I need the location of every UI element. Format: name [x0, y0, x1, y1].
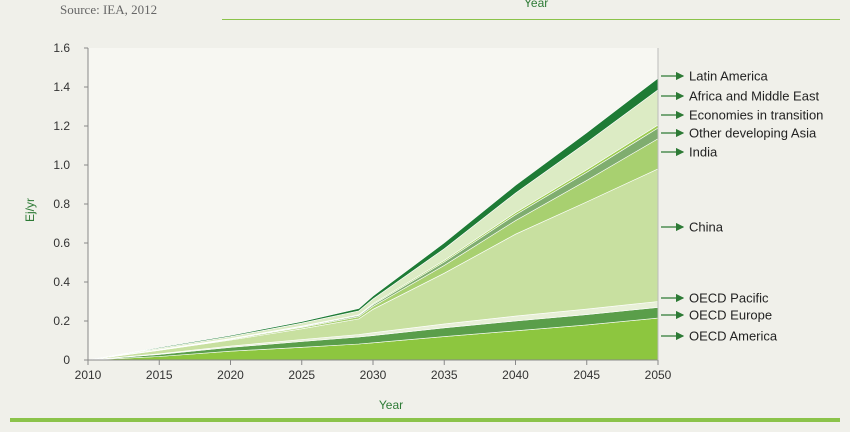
legend-label: Economies in transition: [689, 108, 823, 123]
x-tick-label: 2045: [573, 368, 600, 382]
x-tick-label: 2035: [431, 368, 458, 382]
legend-label: OECD Europe: [689, 308, 772, 323]
x-tick-label: 2030: [360, 368, 387, 382]
x-tick-label: 2010: [75, 368, 102, 382]
top-divider: [222, 19, 840, 20]
legend-label: Other developing Asia: [689, 126, 817, 141]
chart-axes: 0 0.2 0.4 0.6 0.8 1.0 1.2 1.4 1.6 2010 2015 2020 202…: [53, 41, 671, 382]
top-axis-label: Year: [524, 0, 549, 10]
y-tick-label: 1.2: [53, 119, 70, 133]
y-tick-label: 0.6: [53, 236, 70, 250]
source-note: Source: IEA, 2012: [60, 2, 158, 17]
y-tick-label: 1.6: [53, 41, 70, 55]
x-tick-label: 2015: [146, 368, 173, 382]
x-tick-label: 2050: [645, 368, 672, 382]
x-tick-label: 2020: [217, 368, 244, 382]
legend-label: OECD Pacific: [689, 291, 769, 306]
y-axis-label: Ej/yr: [23, 198, 37, 222]
y-tick-label: 0: [63, 353, 70, 367]
legend-label: India: [689, 145, 718, 160]
y-tick-label: 0.2: [53, 314, 70, 328]
y-tick-label: 1.0: [53, 158, 70, 172]
legend-label: Africa and Middle East: [689, 89, 819, 104]
bottom-divider: [10, 418, 840, 422]
y-tick-label: 1.4: [53, 80, 70, 94]
legend-label: Latin America: [689, 69, 769, 84]
legend-label: China: [689, 220, 724, 235]
x-tick-label: 2040: [502, 368, 529, 382]
chart-legend: Latin America Africa and Middle East Econo…: [661, 69, 823, 344]
x-axis-label: Year: [379, 398, 403, 412]
y-tick-label: 0.4: [53, 275, 70, 289]
x-tick-label: 2025: [288, 368, 315, 382]
y-tick-label: 0.8: [53, 197, 70, 211]
legend-label: OECD America: [689, 329, 778, 344]
